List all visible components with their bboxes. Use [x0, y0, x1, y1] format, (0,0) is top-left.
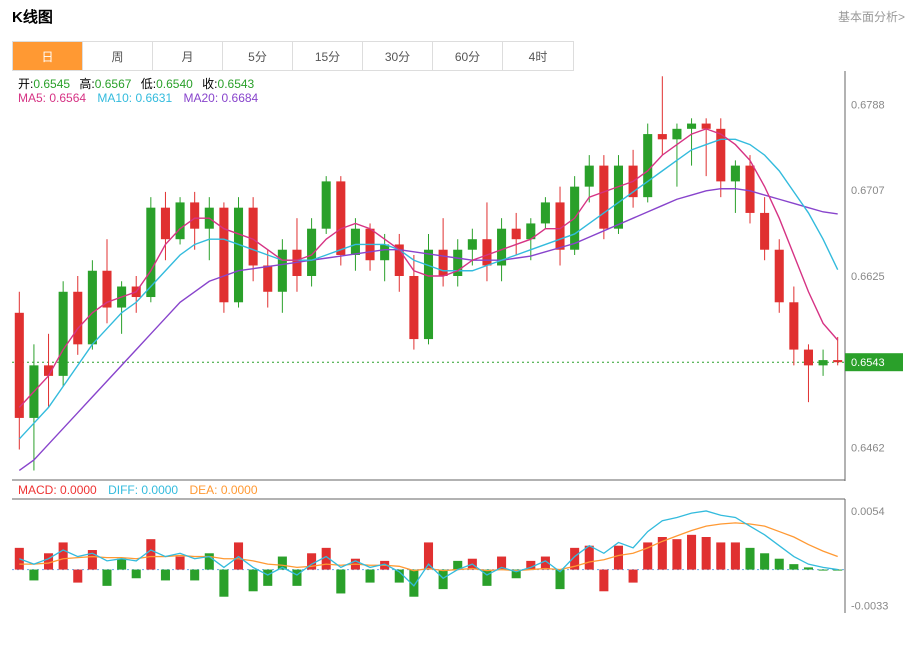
tab-1[interactable]: 周 — [83, 42, 153, 70]
tab-5[interactable]: 30分 — [363, 42, 433, 70]
analysis-link[interactable]: 基本面分析> — [838, 8, 905, 25]
main-chart-area[interactable]: 开:0.6545 高:0.6567 低:0.6540 收:0.6543 MA5:… — [12, 71, 905, 481]
svg-text:0.6707: 0.6707 — [851, 185, 885, 197]
candlestick-chart: 0.64620.65430.66250.67070.67880.6543 — [12, 71, 905, 481]
svg-text:-0.0033: -0.0033 — [851, 600, 888, 612]
ma-readout: MA5: 0.6564 MA10: 0.6631 MA20: 0.6684 — [18, 91, 258, 105]
macd-readout: MACD: 0.0000 DIFF: 0.0000 DEA: 0.0000 — [18, 483, 258, 497]
timeframe-tabs: 日周月5分15分30分60分4时 — [12, 41, 574, 71]
macd-chart-area[interactable]: MACD: 0.0000 DIFF: 0.0000 DEA: 0.0000 -0… — [12, 483, 905, 613]
svg-text:0.0054: 0.0054 — [851, 506, 885, 518]
svg-text:0.6788: 0.6788 — [851, 100, 885, 112]
tab-4[interactable]: 15分 — [293, 42, 363, 70]
macd-chart: -0.0033 0.0054 — [12, 483, 905, 613]
tab-7[interactable]: 4时 — [503, 42, 573, 70]
svg-text:0.6625: 0.6625 — [851, 271, 885, 283]
tab-0[interactable]: 日 — [13, 42, 83, 70]
tab-6[interactable]: 60分 — [433, 42, 503, 70]
svg-text:0.6462: 0.6462 — [851, 442, 885, 454]
svg-text:0.6543: 0.6543 — [851, 357, 885, 369]
ohlc-readout: 开:0.6545 高:0.6567 低:0.6540 收:0.6543 — [18, 75, 260, 92]
tab-3[interactable]: 5分 — [223, 42, 293, 70]
chart-title: K线图 — [12, 6, 53, 27]
tab-2[interactable]: 月 — [153, 42, 223, 70]
